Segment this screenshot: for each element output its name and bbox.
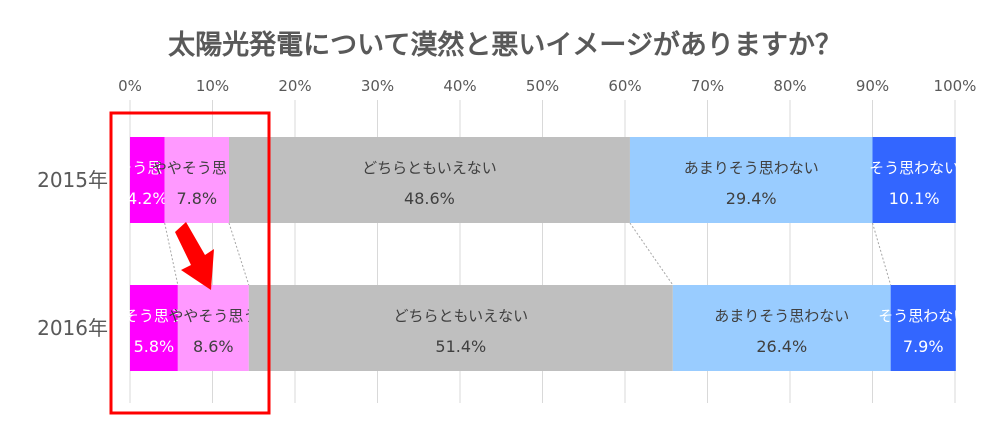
bar-segment <box>130 137 165 223</box>
x-tick-label: 20% <box>278 77 311 95</box>
x-axis-tick-labels: 0% 10% 20% 30% 40% 50% 60% 70% 80% 90% 100% <box>118 77 976 95</box>
category-labels: 2015年 2016年 <box>37 168 108 340</box>
down-arrow-icon <box>175 222 214 290</box>
data-label: 4.2% <box>127 189 168 208</box>
segment-name-label: ややそう思う <box>168 307 258 325</box>
segment-name-label: どちらともいえない <box>393 307 528 325</box>
x-tick-label: 40% <box>443 77 476 95</box>
stacked-bars: そう思う 4.2% ややそう思う 7.8% どちらともいえない 48.6% あまりそう思わな… <box>117 137 968 371</box>
segment-name-label: そう思わない <box>869 159 959 177</box>
data-label: 51.4% <box>435 337 486 356</box>
annotations <box>109 111 271 415</box>
x-tick-label: 60% <box>608 77 641 95</box>
segment-name-label: あまりそう思わない <box>714 307 849 325</box>
chart-title: 太陽光発電について漠然と悪いイメージがありますか？ <box>168 29 842 61</box>
bar-segment <box>229 137 630 223</box>
bar-segment <box>130 285 178 371</box>
data-label: 7.9% <box>903 337 944 356</box>
bar-segment <box>248 285 673 371</box>
x-tick-label: 90% <box>856 77 889 95</box>
segment-name-label: どちらともいえない <box>362 159 497 177</box>
series-line <box>164 222 179 286</box>
bar-segment <box>164 137 229 223</box>
x-tick-label: 70% <box>691 77 724 95</box>
data-label: 7.8% <box>176 189 217 208</box>
bar-segment <box>890 285 956 371</box>
data-label: 29.4% <box>726 189 777 208</box>
x-tick-label: 50% <box>526 77 559 95</box>
segment-name-label: あまりそう思わない <box>684 159 819 177</box>
data-label: 8.6% <box>193 337 234 356</box>
series-line <box>228 222 250 286</box>
segment-name-label: そう思う <box>117 159 177 177</box>
segment-name-label: そう思う <box>124 307 184 325</box>
series-lines <box>164 222 892 286</box>
x-tick-label: 0% <box>118 77 142 95</box>
highlight-box <box>109 111 271 415</box>
series-line <box>629 222 674 286</box>
data-label: 10.1% <box>889 189 940 208</box>
x-tick-label: 80% <box>773 77 806 95</box>
x-tick-label: 100% <box>934 77 977 95</box>
data-label: 26.4% <box>756 337 807 356</box>
bar-segment <box>629 137 873 223</box>
x-tick-label: 30% <box>361 77 394 95</box>
bar-segment <box>672 285 891 371</box>
data-label: 5.8% <box>134 337 175 356</box>
segment-name-label: ややそう思う <box>152 159 242 177</box>
category-label: 2015年 <box>37 168 108 192</box>
series-line <box>872 222 892 286</box>
bar-segment <box>177 285 249 371</box>
bar-segment <box>872 137 956 223</box>
data-label: 48.6% <box>404 189 455 208</box>
x-tick-label: 10% <box>196 77 229 95</box>
category-label: 2016年 <box>37 316 108 340</box>
segment-name-label: そう思わない <box>878 307 968 325</box>
